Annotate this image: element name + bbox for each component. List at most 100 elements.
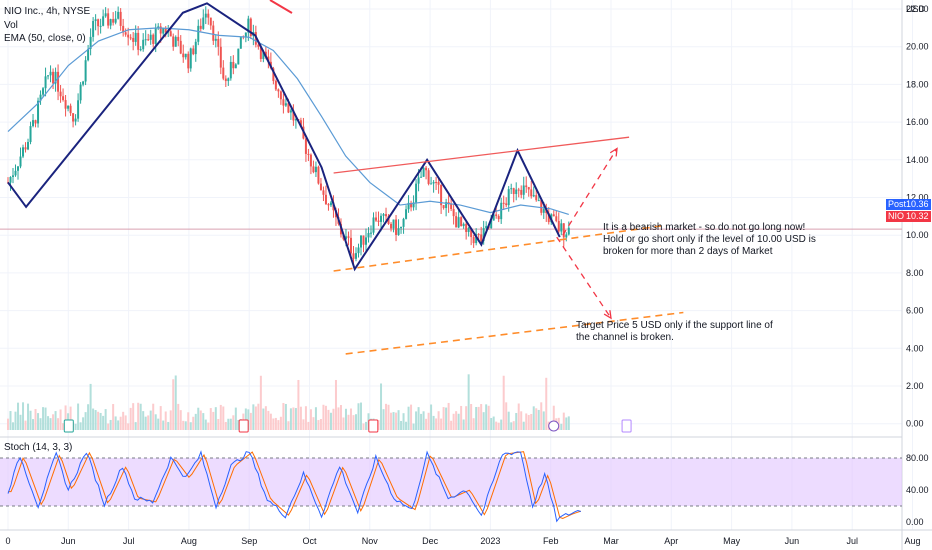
volume-bar (482, 412, 485, 430)
volume-bar (177, 403, 180, 430)
candle-body (475, 234, 478, 244)
candle-body (77, 100, 80, 119)
volume-bar (507, 411, 510, 430)
candle-body (197, 25, 200, 42)
candle-body (485, 226, 488, 229)
candle-body (412, 202, 415, 208)
candle-body (262, 51, 265, 59)
candle-body (547, 213, 550, 223)
candle-body (229, 61, 232, 79)
candle-body (532, 195, 535, 197)
candle-body (62, 96, 65, 101)
nio-price-tag: NIO 10.32 (886, 211, 931, 222)
candle-body (354, 253, 357, 259)
volume-bar (380, 383, 383, 430)
candle-body (74, 118, 77, 122)
volume-bar (332, 408, 335, 430)
time-tick-label: 0 (5, 536, 10, 546)
candle-body (162, 28, 165, 34)
candle-body (189, 48, 192, 69)
volume-bar (365, 421, 368, 430)
volume-bar (495, 421, 498, 430)
post-price-tag: Post10.36 (886, 199, 931, 210)
volume-bar (152, 403, 155, 430)
candle-body (312, 166, 315, 173)
candle-body (557, 220, 560, 232)
candle-body (375, 217, 378, 221)
volume-bar (64, 405, 67, 430)
volume-bar (317, 420, 320, 430)
candle-body (540, 200, 543, 213)
candle-body (154, 27, 157, 44)
candle-body (84, 60, 87, 82)
candle-body (34, 120, 37, 124)
candle-body (42, 88, 45, 95)
candle-body (507, 189, 510, 206)
volume-bar (59, 409, 62, 430)
candle-body (457, 217, 460, 228)
candle-body (114, 18, 117, 23)
volume-bar (107, 423, 110, 430)
candle-body (480, 234, 483, 241)
candle-body (117, 11, 120, 19)
stoch-tick-label: 0.00 (906, 517, 924, 527)
candle-body (347, 236, 350, 238)
volume-bar (202, 413, 205, 430)
volume-bar (467, 374, 470, 430)
price-tick-label: 8.00 (906, 268, 924, 278)
price-tick-label: 0.00 (906, 419, 924, 429)
candle-body (530, 189, 533, 197)
volume-bar (417, 407, 420, 430)
volume-label[interactable]: Vol (4, 20, 18, 31)
stoch-label[interactable]: Stoch (14, 3, 3) (4, 442, 73, 453)
candle-body (257, 44, 260, 47)
candle-body (397, 228, 400, 235)
volume-bar (437, 411, 440, 430)
volume-bar (234, 407, 237, 430)
candle-body (54, 71, 57, 84)
volume-bar (319, 418, 322, 430)
candle-body (565, 234, 568, 238)
candle-body (107, 13, 110, 26)
candle-body (279, 91, 282, 100)
volume-bar (445, 407, 448, 430)
volume-bar (189, 422, 192, 430)
candle-body (234, 64, 237, 69)
candle-body (89, 36, 92, 49)
volume-bar (472, 418, 475, 430)
volume-bar (304, 406, 307, 430)
candle-body (49, 71, 52, 76)
candle-body (224, 78, 227, 82)
candle-body (462, 223, 465, 227)
volume-bar (94, 410, 97, 430)
time-tick-label: Oct (302, 536, 317, 546)
candle-body (119, 11, 122, 26)
volume-bar (485, 404, 488, 430)
volume-bar (390, 412, 393, 430)
volume-bar (112, 404, 115, 430)
volume-bar (410, 404, 413, 430)
time-tick-label: Jun (785, 536, 800, 546)
target-line (345, 311, 684, 355)
arrowhead-up (609, 147, 618, 157)
volume-bar (532, 406, 535, 430)
candle-body (430, 183, 433, 185)
candle-body (57, 71, 60, 92)
volume-bar (47, 416, 50, 430)
candle-body (274, 80, 277, 90)
volume-bar (387, 404, 390, 430)
symbol-title[interactable]: NIO Inc., 4h, NYSE (4, 6, 91, 17)
candle-body (405, 209, 408, 219)
candle-body (179, 40, 182, 54)
volume-bar (344, 408, 347, 430)
candle-body (307, 153, 310, 155)
volume-bar (425, 418, 428, 430)
time-tick-label: Jun (61, 536, 76, 546)
ema-label[interactable]: EMA (50, close, 0) (4, 33, 86, 44)
volume-bar (44, 407, 47, 430)
volume-bar (327, 409, 330, 430)
volume-bar (154, 414, 157, 430)
volume-bar (119, 416, 122, 430)
volume-bar (272, 418, 275, 430)
volume-bar (227, 418, 230, 430)
